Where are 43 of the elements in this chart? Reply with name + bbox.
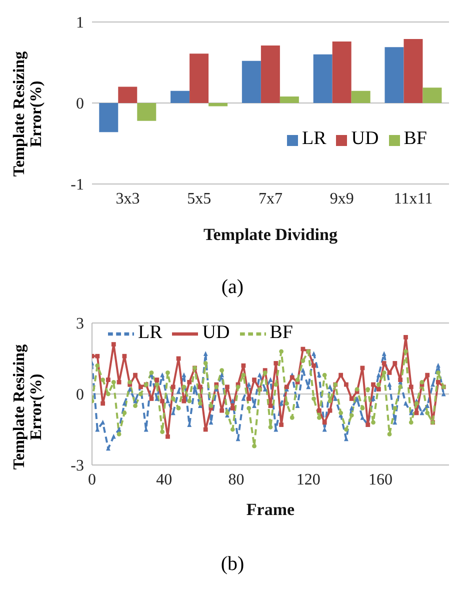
bar: [190, 54, 209, 103]
bar: [208, 103, 228, 106]
x-tick-label: 9x9: [330, 190, 354, 208]
y-tick-label: 3: [76, 316, 84, 333]
bar: [137, 103, 156, 121]
x-tick-label: 40: [156, 471, 172, 488]
x-tick-label: 120: [296, 471, 320, 488]
x-tick-label: 3x3: [116, 190, 140, 208]
bar: [313, 54, 332, 103]
x-tick-label: 160: [368, 471, 392, 488]
x-tick-label: 11x11: [394, 190, 433, 208]
legend-label: BF: [270, 322, 293, 343]
y-axis-title: Template Resizing Error(%): [11, 343, 45, 472]
x-tick-label: 0: [88, 471, 96, 488]
y-tick-label: 0: [76, 96, 84, 113]
x-axis-title: Frame: [246, 500, 296, 519]
y-tick-label: 0: [76, 386, 84, 404]
bar: [170, 90, 190, 103]
text: (a): [220, 276, 245, 299]
y-tick-label: -3: [70, 458, 84, 475]
legend-label: UD: [351, 128, 379, 149]
bar: [260, 45, 280, 103]
bar: [422, 88, 442, 103]
bar: [351, 90, 370, 103]
x-tick-label: 80: [228, 471, 244, 488]
x-tick-label: 7x7: [258, 190, 282, 208]
legend-label: BF: [404, 128, 427, 149]
legend-label: LR: [302, 128, 326, 149]
bar: [118, 86, 138, 103]
bar: [280, 96, 299, 103]
bar: [404, 39, 423, 103]
legend-label: UD: [202, 322, 230, 343]
y-axis-title: Template Resizing Error(%): [11, 50, 45, 179]
bar: [99, 103, 118, 132]
bar: [242, 60, 261, 103]
bar: [332, 41, 352, 103]
x-axis-title: Template Dividing: [204, 225, 338, 244]
y-tick-label: -1: [70, 176, 84, 194]
bar: [384, 47, 404, 103]
y-tick-label: 1: [76, 14, 84, 32]
legend-label: LR: [138, 322, 162, 343]
x-tick-label: 5x5: [187, 190, 212, 208]
text: (b): [220, 553, 246, 576]
